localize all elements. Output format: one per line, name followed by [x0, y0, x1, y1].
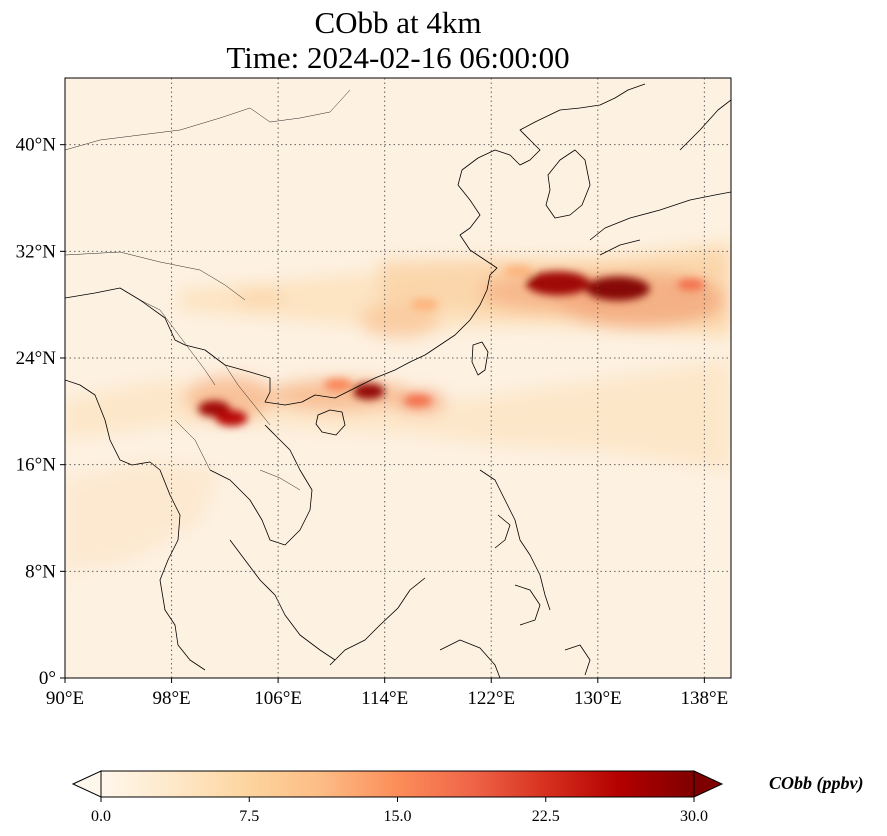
lon-tick-label: 98°E — [152, 688, 190, 709]
lat-tick-label: 24°N — [16, 348, 57, 369]
map-title: CObb at 4km — [314, 5, 482, 40]
map-area — [65, 78, 731, 678]
colorbar-tick-label: 15.0 — [384, 808, 412, 825]
colorbar-tick-label: 22.5 — [532, 808, 560, 825]
colorbar-gradient — [101, 771, 694, 797]
plume-core-6 — [403, 394, 432, 407]
plume-core-5 — [215, 410, 248, 426]
colorbar-tick-label: 30.0 — [680, 808, 708, 825]
colorbar-ticks: 0.0 7.5 15.0 22.5 30.0 — [91, 797, 708, 825]
colorbar-min-extension — [71, 770, 102, 798]
colorbar-tick-label: 7.5 — [239, 808, 259, 825]
colorbar-label: CObb (ppbv) — [769, 773, 863, 794]
lat-tick-label: 8°N — [25, 561, 56, 582]
colorbar-max-extension — [693, 770, 724, 798]
plume-core-8 — [410, 298, 439, 311]
lat-tick-label: 40°N — [16, 135, 57, 156]
lon-tick-label: 90°E — [46, 688, 84, 709]
colorbar: 0.0 7.5 15.0 22.5 30.0 CObb (ppbv) — [71, 770, 863, 825]
plume-core-1 — [585, 276, 650, 301]
lon-tick-label: 122°E — [467, 688, 515, 709]
map-time-subtitle: Time: 2024-02-16 06:00:00 — [226, 40, 570, 75]
colorbar-tick-label: 0.0 — [91, 808, 111, 825]
plume-cores — [198, 265, 706, 426]
lat-tick-label: 0° — [39, 668, 56, 689]
country-borders — [65, 89, 351, 491]
map-frame — [64, 77, 732, 679]
plume-core-9 — [503, 265, 532, 278]
plume-core-3 — [352, 383, 385, 400]
plume-core-7 — [324, 378, 353, 391]
lon-tick-label: 130°E — [574, 688, 622, 709]
plume-core-10 — [677, 278, 706, 291]
lon-tick-label: 106°E — [254, 688, 302, 709]
lat-tick-label: 16°N — [16, 455, 57, 476]
axis-ticks: 90°E 98°E 106°E 114°E 122°E 130°E 138°E 0° 8°N 16… — [16, 135, 729, 709]
lat-tick-label: 32°N — [16, 241, 57, 262]
coastlines — [65, 83, 731, 678]
lon-tick-label: 114°E — [361, 688, 408, 709]
gridlines — [65, 78, 731, 678]
plume-core-2 — [525, 271, 590, 296]
lon-tick-label: 138°E — [681, 688, 729, 709]
